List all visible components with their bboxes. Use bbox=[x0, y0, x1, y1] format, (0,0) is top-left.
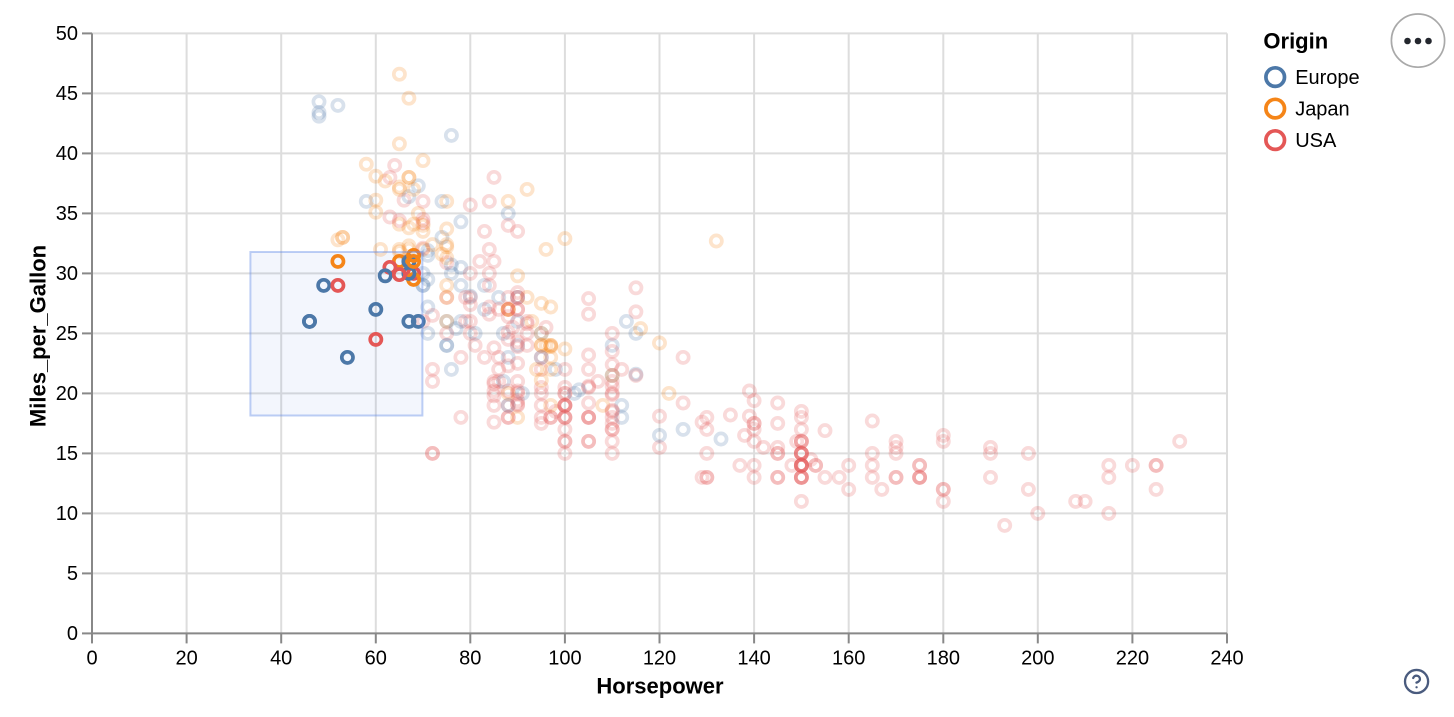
svg-text:40: 40 bbox=[56, 143, 78, 165]
svg-text:Horsepower: Horsepower bbox=[596, 674, 724, 699]
svg-text:40: 40 bbox=[270, 647, 292, 669]
svg-text:Japan: Japan bbox=[1295, 98, 1350, 120]
svg-text:25: 25 bbox=[56, 323, 78, 345]
svg-text:0: 0 bbox=[67, 623, 78, 645]
svg-text:120: 120 bbox=[643, 647, 676, 669]
svg-text:20: 20 bbox=[175, 647, 197, 669]
svg-text:20: 20 bbox=[56, 383, 78, 405]
svg-text:220: 220 bbox=[1116, 647, 1149, 669]
svg-text:160: 160 bbox=[832, 647, 865, 669]
svg-text:Europe: Europe bbox=[1295, 67, 1360, 89]
svg-text:10: 10 bbox=[56, 503, 78, 525]
svg-text:80: 80 bbox=[459, 647, 481, 669]
svg-text:35: 35 bbox=[56, 203, 78, 225]
svg-text:5: 5 bbox=[67, 563, 78, 585]
svg-text:240: 240 bbox=[1210, 647, 1243, 669]
svg-text:140: 140 bbox=[737, 647, 770, 669]
svg-text:60: 60 bbox=[365, 647, 387, 669]
svg-text:200: 200 bbox=[1021, 647, 1054, 669]
svg-text:180: 180 bbox=[927, 647, 960, 669]
svg-text:15: 15 bbox=[56, 443, 78, 465]
svg-text:100: 100 bbox=[548, 647, 581, 669]
svg-text:USA: USA bbox=[1295, 130, 1337, 152]
svg-text:45: 45 bbox=[56, 83, 78, 105]
svg-text:30: 30 bbox=[56, 263, 78, 285]
svg-text:Origin: Origin bbox=[1263, 29, 1328, 54]
svg-text:Miles_per_Gallon: Miles_per_Gallon bbox=[25, 245, 50, 427]
svg-text:50: 50 bbox=[56, 23, 78, 45]
svg-text:0: 0 bbox=[86, 647, 97, 669]
